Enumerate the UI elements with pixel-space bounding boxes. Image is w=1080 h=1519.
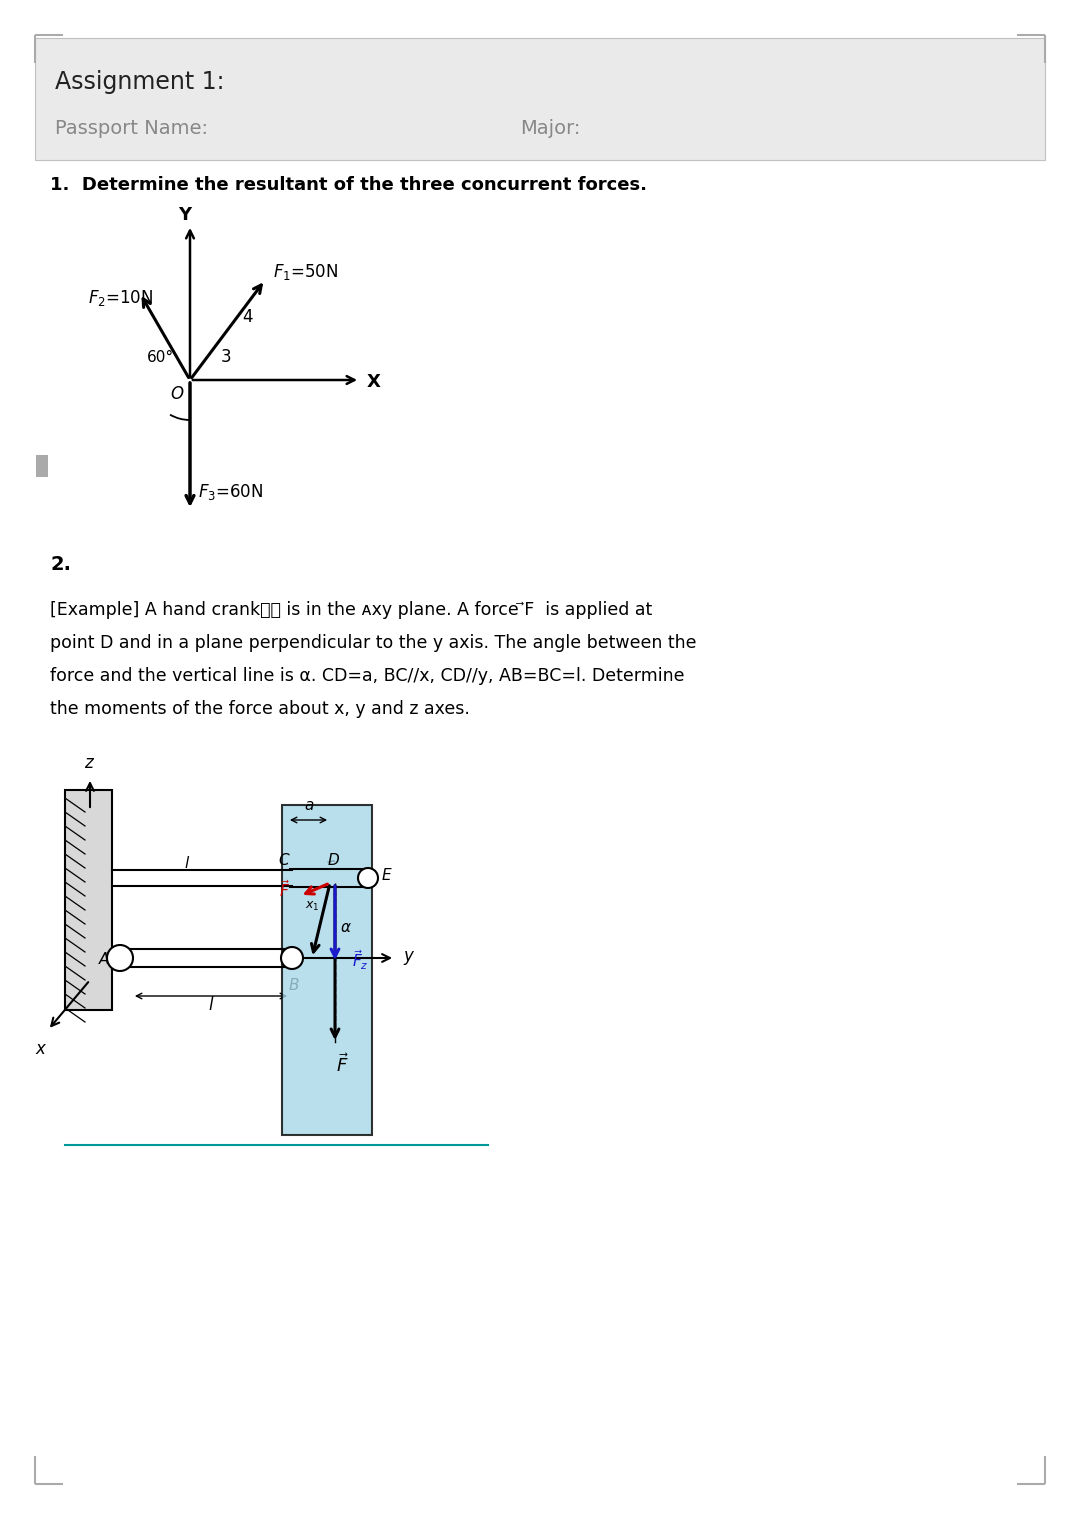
Text: B: B [288, 978, 299, 993]
Text: the moments of the force about x, y and z axes.: the moments of the force about x, y and … [50, 700, 470, 718]
Text: $\alpha$: $\alpha$ [340, 921, 352, 936]
Text: a: a [305, 797, 313, 813]
Text: $\vec{F}$: $\vec{F}$ [336, 1053, 348, 1075]
Text: A: A [98, 952, 109, 968]
Text: z: z [83, 753, 93, 772]
Text: force and the vertical line is α. CD=a, BC//x, CD//y, AB=BC=l. Determine: force and the vertical line is α. CD=a, … [50, 667, 685, 685]
Text: l: l [185, 857, 189, 870]
Text: $\vec{F}$: $\vec{F}$ [279, 880, 289, 901]
Text: Y: Y [178, 207, 191, 223]
Text: E: E [381, 867, 391, 883]
Text: O: O [171, 384, 184, 403]
Bar [36, 456, 48, 477]
Text: x: x [35, 1041, 45, 1059]
Text: Passport Name:: Passport Name: [55, 118, 208, 138]
Text: Major:: Major: [519, 118, 580, 138]
Text: 4: 4 [243, 308, 253, 327]
Text: $x_1$: $x_1$ [305, 899, 320, 913]
Text: [Example] A hand crank手柄 is in the ᴀxy plane. A force ⃗F  is applied at: [Example] A hand crank手柄 is in the ᴀxy p… [50, 602, 652, 620]
Text: point D and in a plane perpendicular to the y axis. The angle between the: point D and in a plane perpendicular to … [50, 633, 697, 652]
Circle shape [281, 946, 303, 969]
Text: l: l [208, 996, 214, 1015]
Text: 60°: 60° [147, 349, 174, 365]
Text: 2.: 2. [50, 556, 71, 574]
Bar [282, 805, 372, 1135]
Text: $F_2$=10N: $F_2$=10N [87, 289, 153, 308]
Bar [65, 790, 112, 1010]
Text: Assignment 1:: Assignment 1: [55, 70, 225, 94]
Circle shape [107, 945, 133, 971]
Text: $F_1$=50N: $F_1$=50N [273, 261, 338, 283]
Text: D: D [327, 854, 339, 867]
Bar [35, 38, 1045, 159]
Text: 3: 3 [220, 348, 231, 366]
Text: y: y [403, 946, 413, 965]
Text: X: X [367, 374, 381, 390]
Text: C: C [279, 854, 289, 867]
Circle shape [357, 867, 378, 889]
Text: 1.  Determine the resultant of the three concurrent forces.: 1. Determine the resultant of the three … [50, 176, 647, 194]
Text: $F_3$=60N: $F_3$=60N [198, 482, 264, 501]
Text: $\vec{F}_z$: $\vec{F}_z$ [352, 948, 368, 972]
